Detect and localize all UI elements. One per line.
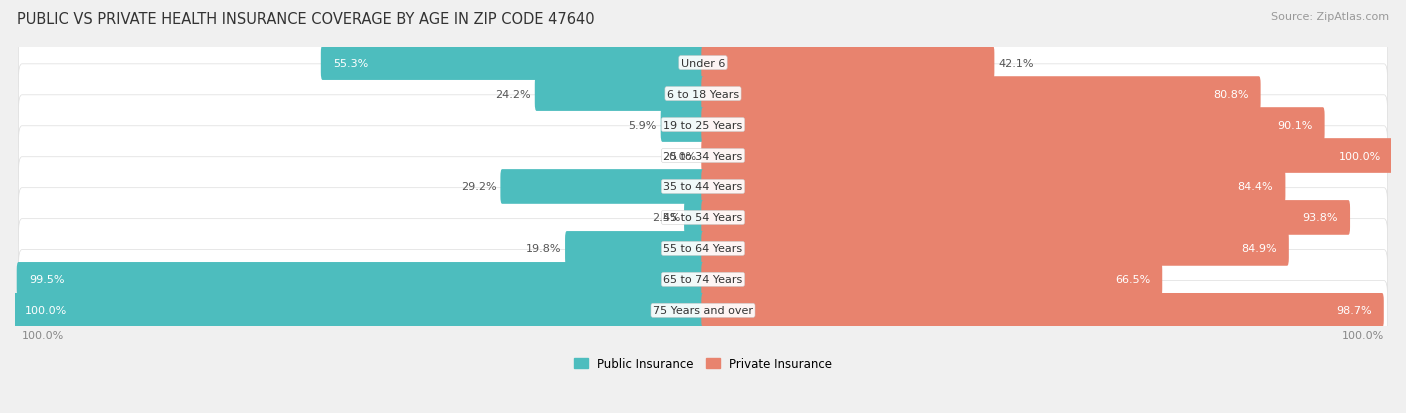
Text: 65 to 74 Years: 65 to 74 Years [664, 275, 742, 285]
Text: PUBLIC VS PRIVATE HEALTH INSURANCE COVERAGE BY AGE IN ZIP CODE 47640: PUBLIC VS PRIVATE HEALTH INSURANCE COVER… [17, 12, 595, 27]
FancyBboxPatch shape [534, 77, 704, 112]
FancyBboxPatch shape [702, 170, 1285, 204]
Text: 75 Years and over: 75 Years and over [652, 306, 754, 316]
FancyBboxPatch shape [321, 46, 704, 81]
Text: 55.3%: 55.3% [333, 59, 368, 69]
Text: 80.8%: 80.8% [1213, 89, 1249, 100]
FancyBboxPatch shape [13, 293, 704, 328]
FancyBboxPatch shape [702, 201, 1350, 235]
Text: 84.9%: 84.9% [1241, 244, 1277, 254]
FancyBboxPatch shape [702, 139, 1393, 173]
Text: 2.5%: 2.5% [652, 213, 681, 223]
FancyBboxPatch shape [18, 126, 1388, 186]
Text: 19 to 25 Years: 19 to 25 Years [664, 120, 742, 130]
Text: 42.1%: 42.1% [998, 59, 1033, 69]
Text: 45 to 54 Years: 45 to 54 Years [664, 213, 742, 223]
Text: 0.0%: 0.0% [668, 151, 696, 161]
FancyBboxPatch shape [702, 108, 1324, 142]
Text: 5.9%: 5.9% [628, 120, 657, 130]
FancyBboxPatch shape [18, 65, 1388, 124]
FancyBboxPatch shape [702, 262, 1163, 297]
FancyBboxPatch shape [501, 170, 704, 204]
FancyBboxPatch shape [702, 293, 1384, 328]
FancyBboxPatch shape [702, 77, 1261, 112]
Text: 100.0%: 100.0% [22, 330, 65, 340]
FancyBboxPatch shape [661, 108, 704, 142]
Text: 100.0%: 100.0% [1339, 151, 1381, 161]
FancyBboxPatch shape [18, 34, 1388, 93]
Text: 19.8%: 19.8% [526, 244, 561, 254]
Text: 55 to 64 Years: 55 to 64 Years [664, 244, 742, 254]
Text: 99.5%: 99.5% [28, 275, 65, 285]
Text: 100.0%: 100.0% [25, 306, 67, 316]
Text: 66.5%: 66.5% [1115, 275, 1150, 285]
Legend: Public Insurance, Private Insurance: Public Insurance, Private Insurance [574, 357, 832, 370]
FancyBboxPatch shape [702, 232, 1289, 266]
FancyBboxPatch shape [18, 157, 1388, 217]
Text: 100.0%: 100.0% [1341, 330, 1384, 340]
Text: 93.8%: 93.8% [1302, 213, 1339, 223]
FancyBboxPatch shape [18, 188, 1388, 247]
FancyBboxPatch shape [17, 262, 704, 297]
Text: Source: ZipAtlas.com: Source: ZipAtlas.com [1271, 12, 1389, 22]
FancyBboxPatch shape [18, 95, 1388, 155]
Text: 24.2%: 24.2% [495, 89, 531, 100]
Text: Under 6: Under 6 [681, 59, 725, 69]
Text: 98.7%: 98.7% [1336, 306, 1372, 316]
FancyBboxPatch shape [18, 281, 1388, 340]
FancyBboxPatch shape [565, 232, 704, 266]
FancyBboxPatch shape [18, 219, 1388, 278]
Text: 25 to 34 Years: 25 to 34 Years [664, 151, 742, 161]
FancyBboxPatch shape [702, 46, 994, 81]
Text: 84.4%: 84.4% [1237, 182, 1274, 192]
Text: 90.1%: 90.1% [1277, 120, 1313, 130]
Text: 6 to 18 Years: 6 to 18 Years [666, 89, 740, 100]
FancyBboxPatch shape [18, 250, 1388, 309]
FancyBboxPatch shape [685, 201, 704, 235]
Text: 29.2%: 29.2% [461, 182, 496, 192]
Text: 35 to 44 Years: 35 to 44 Years [664, 182, 742, 192]
